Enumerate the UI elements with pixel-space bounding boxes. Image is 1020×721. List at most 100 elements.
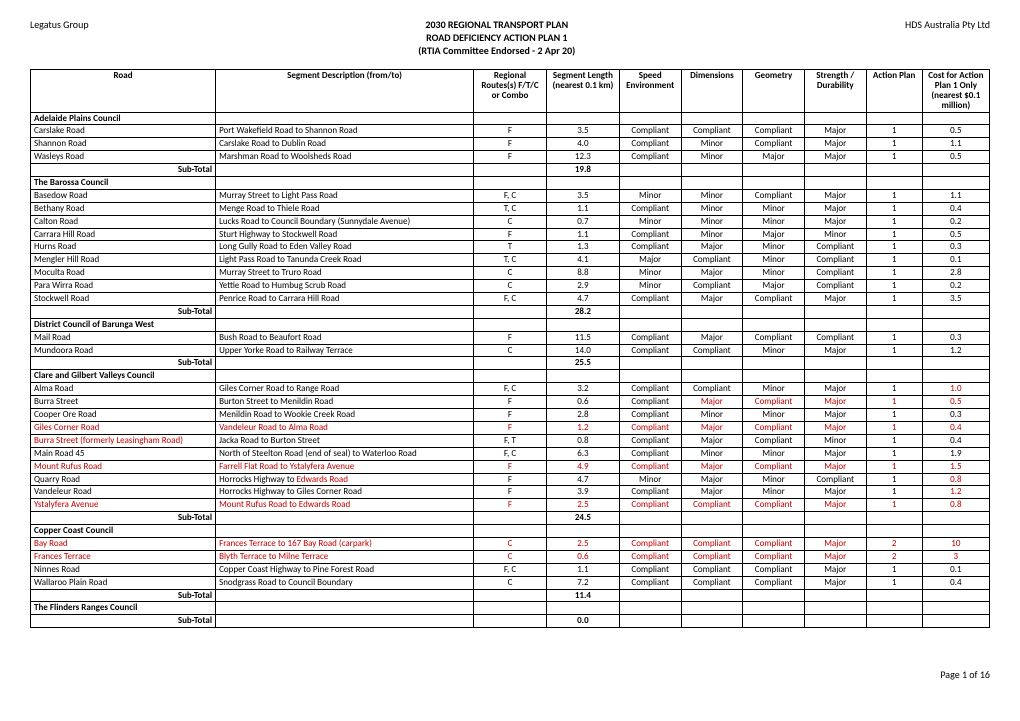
table-cell: 1 — [866, 486, 922, 499]
empty-cell — [546, 370, 619, 383]
empty-cell — [619, 615, 681, 628]
table-cell: 2 — [866, 537, 922, 550]
table-cell: Minor — [681, 228, 743, 241]
table-cell: Copper Coast Highway to Pine Forest Road — [216, 563, 474, 576]
empty-cell — [681, 615, 743, 628]
table-cell: Light Pass Road to Tanunda Creek Road — [216, 254, 474, 267]
table-cell: Major — [681, 460, 743, 473]
col-routes: Regional Routes(s) F/T/C or Combo — [474, 70, 547, 113]
table-cell: Compliant — [619, 550, 681, 563]
table-cell: 0.8 — [546, 434, 619, 447]
table-cell: C — [474, 576, 547, 589]
table-cell: 1 — [866, 409, 922, 422]
table-cell: 0.6 — [546, 550, 619, 563]
empty-cell — [474, 318, 547, 331]
table-cell: Minor — [619, 267, 681, 280]
empty-cell — [743, 177, 805, 190]
table-cell: Compliant — [743, 499, 805, 512]
table-cell: C — [474, 280, 547, 293]
table-cell: Para Wirra Road — [31, 280, 216, 293]
table-cell: 0.6 — [546, 396, 619, 409]
empty-cell — [681, 164, 743, 177]
empty-cell — [804, 318, 866, 331]
table-cell: 11.5 — [546, 331, 619, 344]
table-cell: Upper Yorke Road to Railway Terrace — [216, 344, 474, 357]
table-cell: F — [474, 421, 547, 434]
table-cell: 3 — [922, 550, 989, 563]
table-cell: Mount Rufus Road — [31, 460, 216, 473]
table-cell: 1 — [866, 499, 922, 512]
empty-cell — [804, 512, 866, 525]
table-row: Mundoora RoadUpper Yorke Road to Railway… — [31, 344, 990, 357]
table-cell: Compliant — [804, 254, 866, 267]
table-row: Mount Rufus RoadFarrell Flat Road to Yst… — [31, 460, 990, 473]
table-cell: 1 — [866, 396, 922, 409]
table-cell: Minor — [681, 138, 743, 151]
table-cell: Minor — [619, 189, 681, 202]
table-cell: Compliant — [619, 486, 681, 499]
col-road: Road — [31, 70, 216, 113]
empty-cell — [922, 318, 989, 331]
group-name: The Barossa Council — [31, 177, 216, 190]
table-cell: Minor — [681, 447, 743, 460]
empty-cell — [474, 602, 547, 615]
empty-cell — [619, 357, 681, 370]
table-cell: Compliant — [743, 396, 805, 409]
empty-cell — [866, 589, 922, 602]
subtotal-label: Sub-Total — [31, 589, 216, 602]
empty-cell — [474, 357, 547, 370]
table-cell: F — [474, 151, 547, 164]
table-cell: Compliant — [743, 189, 805, 202]
table-cell: 1 — [866, 151, 922, 164]
empty-cell — [866, 164, 922, 177]
empty-cell — [804, 164, 866, 177]
table-cell: Carrara Hill Road — [31, 228, 216, 241]
empty-cell — [546, 602, 619, 615]
table-cell: Compliant — [619, 125, 681, 138]
table-row: Wasleys RoadMarshman Road to Woolsheds R… — [31, 151, 990, 164]
table-cell: 1 — [866, 125, 922, 138]
table-cell: Mail Road — [31, 331, 216, 344]
table-cell: 2 — [866, 550, 922, 563]
table-cell: 0.7 — [546, 215, 619, 228]
table-cell: Compliant — [743, 138, 805, 151]
subtotal-value: 11.4 — [546, 589, 619, 602]
table-cell: Major — [804, 383, 866, 396]
header-left: Legatus Group — [30, 18, 89, 31]
table-cell: Hurns Road — [31, 241, 216, 254]
table-cell: Compliant — [619, 576, 681, 589]
empty-cell — [804, 602, 866, 615]
col-segment: Segment Description (from/to) — [216, 70, 474, 113]
table-cell: Compliant — [619, 228, 681, 241]
empty-cell — [216, 602, 474, 615]
empty-cell — [619, 112, 681, 125]
empty-cell — [804, 305, 866, 318]
empty-cell — [866, 318, 922, 331]
subtotal-value: 24.5 — [546, 512, 619, 525]
table-cell: Minor — [743, 344, 805, 357]
table-cell: Blyth Terrace to Milne Terrace — [216, 550, 474, 563]
table-row: Shannon RoadCarslake Road to Dublin Road… — [31, 138, 990, 151]
table-cell: F, C — [474, 383, 547, 396]
table-cell: Bethany Road — [31, 202, 216, 215]
table-cell: C — [474, 267, 547, 280]
table-cell: Major — [804, 151, 866, 164]
empty-cell — [804, 615, 866, 628]
table-cell: 1.1 — [546, 202, 619, 215]
table-cell: 0.4 — [922, 576, 989, 589]
table-cell: Compliant — [804, 267, 866, 280]
table-cell: 1 — [866, 576, 922, 589]
table-row: Ystalyfera AvenueMount Rufus Road to Edw… — [31, 499, 990, 512]
table-cell: 1 — [866, 254, 922, 267]
empty-cell — [546, 318, 619, 331]
table-cell: Major — [804, 486, 866, 499]
empty-cell — [681, 305, 743, 318]
empty-cell — [922, 112, 989, 125]
empty-cell — [804, 112, 866, 125]
table-cell: 3.9 — [546, 486, 619, 499]
table-cell: Compliant — [743, 125, 805, 138]
table-row: Hurns RoadLong Gully Road to Eden Valley… — [31, 241, 990, 254]
table-row: Calton RoadLucks Road to Council Boundar… — [31, 215, 990, 228]
group-header-row: The Flinders Ranges Council — [31, 602, 990, 615]
empty-cell — [474, 512, 547, 525]
